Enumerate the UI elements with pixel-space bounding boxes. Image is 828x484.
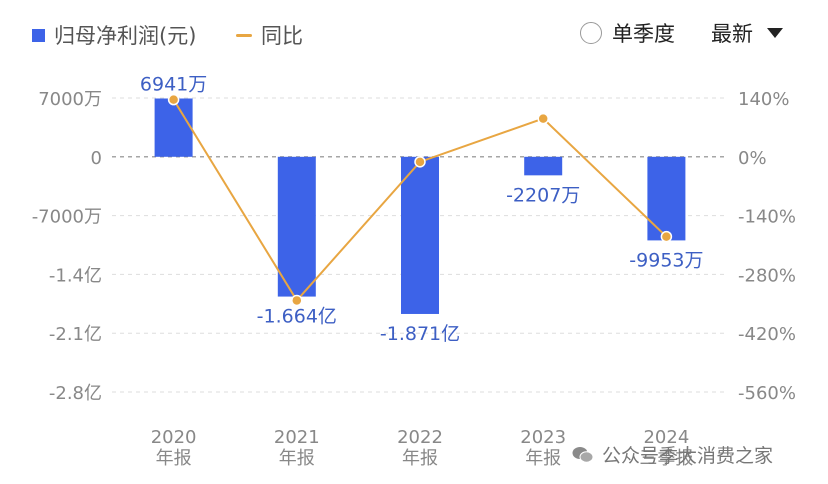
x-axis-tick-sublabel: 三季报 — [639, 448, 693, 469]
bar — [154, 98, 193, 157]
caret-down-icon — [767, 28, 783, 38]
bar — [524, 156, 563, 176]
right-axis-tick-label: 0% — [738, 148, 767, 169]
bar-value-label: -1.871亿 — [380, 323, 460, 345]
yoy-point — [291, 294, 303, 307]
line-series — [167, 93, 673, 307]
line-swatch-icon — [236, 33, 252, 37]
watermark-text: 公众号季大消费之家 — [602, 445, 774, 467]
bar — [647, 156, 686, 241]
bar-value-label: -2207万 — [506, 184, 580, 206]
bar-value-labels: 6941万 -1.664亿 -1.871亿 -2207万 -9953万 — [140, 73, 704, 344]
sort-dropdown-label: 最新 — [711, 22, 753, 46]
x-axis-tick-label: 2023 — [520, 427, 566, 448]
left-axis-tick-label: 0 — [91, 148, 102, 169]
right-axis-tick-label: -280% — [738, 265, 796, 286]
bar-value-label: -9953万 — [629, 249, 703, 271]
single-quarter-label: 单季度 — [612, 22, 675, 46]
bar-value-label: 6941万 — [140, 73, 207, 95]
bar — [277, 156, 316, 297]
wechat-icon — [572, 446, 594, 463]
legend-bar-series[interactable]: 归母净利润(元) — [32, 20, 196, 50]
x-axis-tick-label: 2022 — [397, 427, 443, 448]
left-axis-tick-label: -7000万 — [32, 207, 102, 228]
x-axis-tick-sublabel: 年报 — [525, 448, 561, 469]
left-axis-tick-label: -2.1亿 — [49, 324, 102, 345]
right-axis-tick-label: -420% — [738, 324, 796, 345]
x-axis-tick-sublabel: 年报 — [156, 448, 192, 469]
x-axis-tick-label: 2021 — [274, 427, 320, 448]
bar-value-label: -1.664亿 — [257, 306, 337, 328]
left-axis-tick-label: 7000万 — [38, 89, 102, 110]
yoy-point — [414, 156, 426, 168]
bar — [401, 156, 439, 314]
left-axis-tick-label: -1.4亿 — [49, 265, 102, 286]
sort-dropdown[interactable]: 最新 — [711, 18, 783, 48]
x-axis-tick-sublabel: 年报 — [402, 448, 438, 469]
x-axis-tick-sublabel: 年报 — [279, 448, 315, 469]
legend-bar-label: 归母净利润(元) — [54, 24, 197, 48]
bar-series — [154, 98, 686, 314]
left-axis-tick-label: -2.8亿 — [49, 383, 102, 404]
x-axis-tick-label: 2024 — [643, 427, 689, 448]
single-quarter-radio[interactable]: 单季度 — [580, 18, 675, 48]
yoy-point — [167, 93, 180, 106]
legend-line-series[interactable]: 同比 — [236, 20, 303, 50]
right-axis-tick-label: -140% — [738, 207, 796, 228]
radio-circle-icon — [580, 22, 602, 44]
right-axis-tick-label: -560% — [738, 383, 796, 404]
right-axis-tick-label: 140% — [738, 89, 789, 110]
x-axis-tick-label: 2020 — [151, 427, 197, 448]
right-axis: 140% 0% -140% -280% -420% -560% — [738, 89, 796, 404]
left-axis: 7000万 0 -7000万 -1.4亿 -2.1亿 -2.8亿 — [32, 89, 102, 404]
watermark: 公众号季大消费之家 — [572, 441, 773, 468]
bar-swatch-icon — [32, 28, 45, 42]
legend-line-label: 同比 — [261, 24, 303, 48]
yoy-point — [537, 112, 549, 125]
yoy-point — [660, 230, 673, 243]
